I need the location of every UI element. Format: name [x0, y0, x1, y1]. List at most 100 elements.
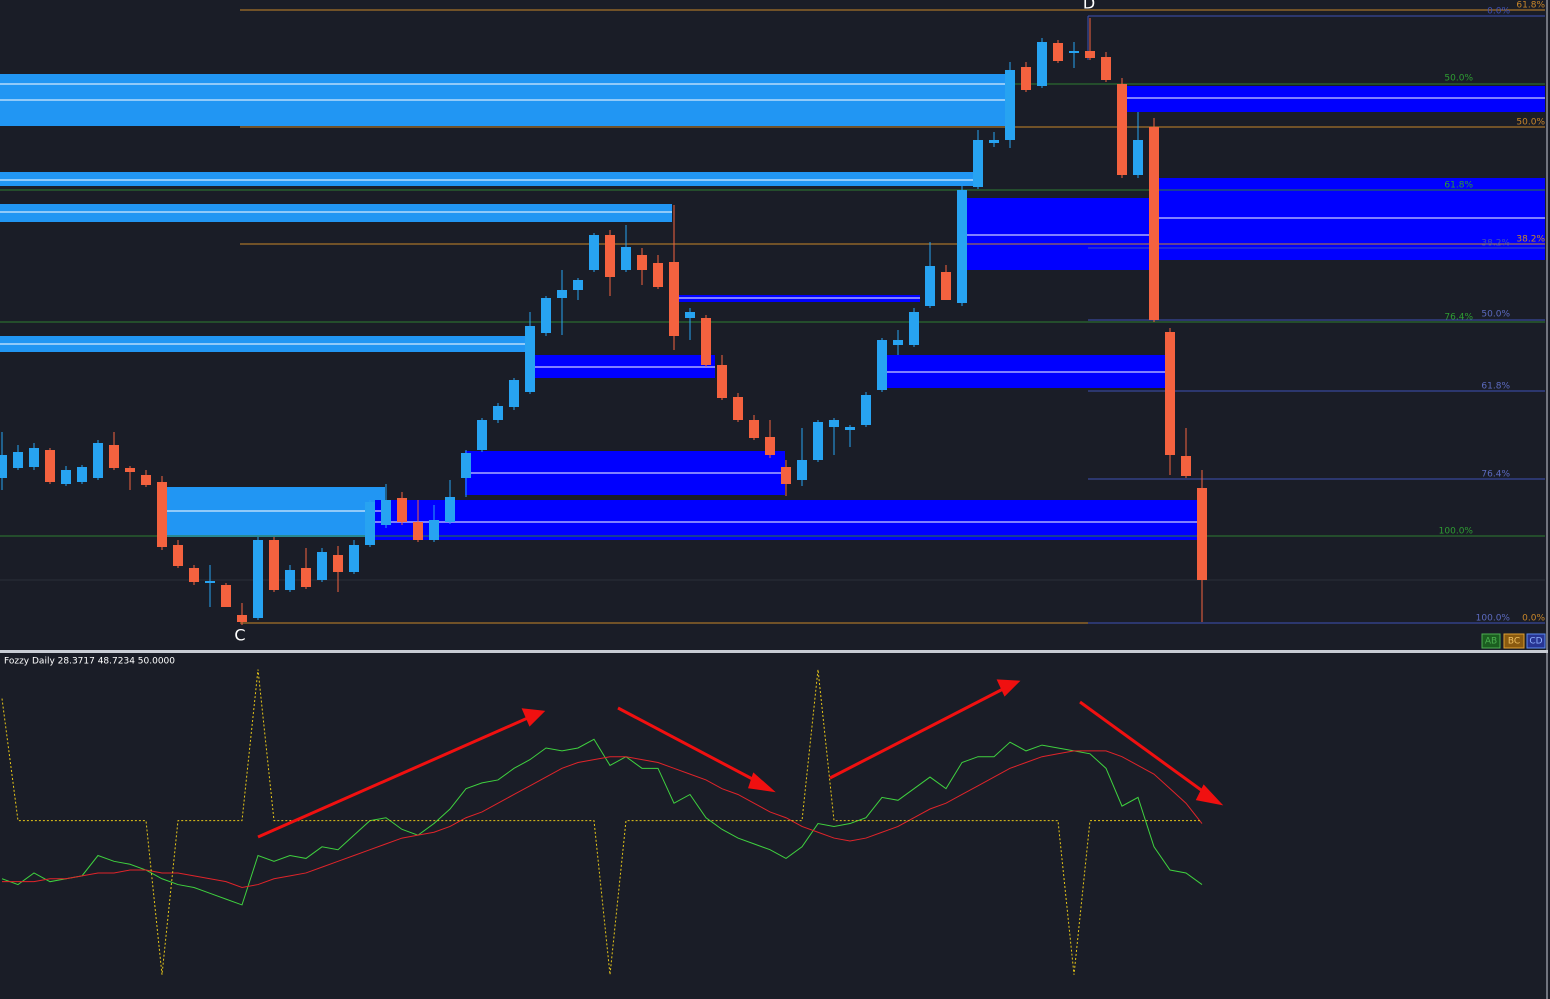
- candle-body: [13, 452, 23, 468]
- candle-body: [477, 420, 487, 450]
- point-label: D: [1083, 0, 1095, 13]
- button-label[interactable]: CD: [1529, 637, 1542, 647]
- candle-body: [733, 397, 743, 420]
- indicator-pane: Fozzy Daily 28.3717 48.7234 50.0000: [1, 657, 1224, 975]
- fib-label: 50.0%: [1516, 118, 1545, 128]
- candle-body: [573, 280, 583, 290]
- candle-body: [845, 427, 855, 430]
- candle-body: [893, 340, 903, 345]
- candle-body: [717, 365, 727, 398]
- candle-body: [0, 455, 7, 478]
- candle-body: [509, 380, 519, 407]
- arrow-head: [1195, 784, 1224, 806]
- candle-body: [493, 406, 503, 420]
- candle-body: [365, 502, 375, 545]
- candle-body: [349, 545, 359, 572]
- candle-body: [301, 568, 311, 587]
- candle-body: [1149, 127, 1159, 320]
- candle-body: [813, 422, 823, 460]
- zones: [0, 74, 1545, 540]
- candle-body: [765, 437, 775, 455]
- arrow: [1079, 700, 1209, 797]
- candle-body: [829, 420, 839, 427]
- fib-label: 61.8%: [1516, 1, 1545, 11]
- candle-body: [1181, 456, 1191, 476]
- candle-body: [397, 498, 407, 522]
- candle-body: [141, 475, 151, 485]
- candle-body: [877, 340, 887, 390]
- fib-label: 61.8%: [1444, 181, 1473, 191]
- fib-label: 100.0%: [1476, 614, 1511, 624]
- arrow-head: [996, 679, 1021, 697]
- indicator-title: Fozzy Daily 28.3717 48.7234 50.0000: [4, 657, 175, 667]
- candle-body: [605, 235, 615, 277]
- zone: [960, 198, 1150, 270]
- candle-body: [781, 467, 791, 484]
- candle-body: [1133, 140, 1143, 175]
- candle-body: [93, 443, 103, 478]
- button[interactable]: [1503, 633, 1525, 649]
- candle-body: [109, 445, 119, 468]
- candle-body: [381, 500, 391, 525]
- candle-body: [173, 545, 183, 566]
- button[interactable]: [1526, 633, 1546, 649]
- price-pane: D C 61.8% 0.0% 50.0% 50.0% 61.8% 38.2% 3…: [0, 0, 1546, 649]
- candle-body: [1197, 488, 1207, 580]
- button-label[interactable]: BC: [1508, 637, 1520, 647]
- arrow-head: [521, 708, 546, 727]
- candle-body: [701, 318, 711, 365]
- button[interactable]: [1481, 633, 1501, 649]
- candle-body: [669, 262, 679, 336]
- indicator-line: [2, 750, 1203, 888]
- candle-body: [973, 140, 983, 187]
- candle-body: [941, 272, 951, 300]
- candle-body: [541, 298, 551, 333]
- candle-body: [269, 540, 279, 590]
- zone: [375, 500, 1200, 540]
- candle-body: [925, 266, 935, 306]
- fib-label: 76.4%: [1444, 313, 1473, 323]
- fib-label: 100.0%: [1439, 527, 1474, 537]
- candle-body: [461, 453, 471, 478]
- zone: [1150, 178, 1545, 260]
- candle-body: [429, 520, 439, 540]
- fib-label: 50.0%: [1481, 310, 1510, 320]
- candle-body: [685, 312, 695, 318]
- candle-body: [589, 235, 599, 270]
- candle-body: [1165, 332, 1175, 455]
- candle-body: [989, 140, 999, 143]
- candle-body: [413, 522, 423, 540]
- candle-body: [125, 468, 135, 472]
- candle-body: [1005, 70, 1015, 140]
- candle-body: [221, 585, 231, 607]
- fib-label: 38.2%: [1516, 235, 1545, 245]
- candle-body: [157, 482, 167, 547]
- candle-body: [77, 467, 87, 482]
- arrows: [257, 679, 1224, 839]
- candle-body: [797, 460, 807, 480]
- candle-body: [285, 570, 295, 590]
- fib-label: 38.2%: [1481, 239, 1510, 249]
- candle-body: [253, 540, 263, 618]
- candle-body: [205, 581, 215, 583]
- fib-label: 0.0%: [1487, 7, 1510, 17]
- candle-body: [29, 448, 39, 467]
- candle-body: [333, 555, 343, 572]
- zone: [1120, 86, 1545, 112]
- candle-body: [1069, 51, 1079, 53]
- candle-body: [861, 395, 871, 425]
- fib-label: 0.0%: [1522, 614, 1545, 624]
- candle-body: [237, 615, 247, 622]
- arrow: [257, 715, 531, 839]
- candles: [0, 18, 1207, 625]
- button-label[interactable]: AB: [1485, 637, 1497, 647]
- arrow-head: [748, 772, 776, 793]
- zone: [0, 172, 980, 186]
- arrow: [829, 686, 1006, 780]
- candle-body: [1053, 43, 1063, 61]
- fib-lines: [0, 9, 1545, 624]
- candle-body: [1021, 67, 1031, 90]
- indicator-line: [1, 669, 1202, 975]
